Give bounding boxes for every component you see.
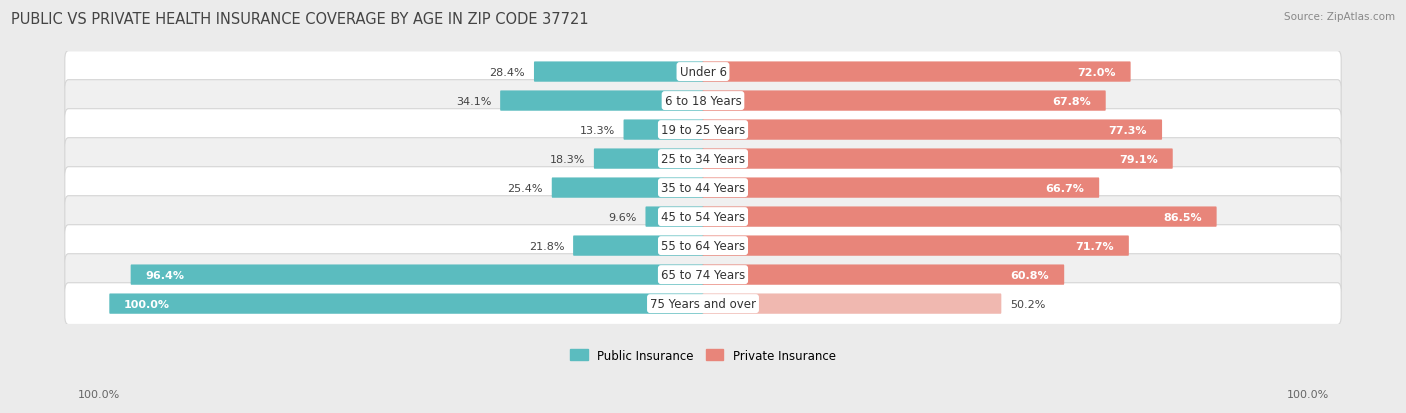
Text: 86.5%: 86.5%	[1163, 212, 1202, 222]
FancyBboxPatch shape	[574, 236, 703, 256]
Text: Under 6: Under 6	[679, 66, 727, 79]
Text: 77.3%: 77.3%	[1109, 125, 1147, 135]
Text: 19 to 25 Years: 19 to 25 Years	[661, 124, 745, 137]
Text: 50.2%: 50.2%	[1011, 299, 1046, 309]
FancyBboxPatch shape	[65, 167, 1341, 209]
Legend: Public Insurance, Private Insurance: Public Insurance, Private Insurance	[571, 349, 835, 362]
Text: 65 to 74 Years: 65 to 74 Years	[661, 268, 745, 281]
FancyBboxPatch shape	[623, 120, 703, 140]
Text: 72.0%: 72.0%	[1077, 67, 1116, 77]
Text: 66.7%: 66.7%	[1046, 183, 1084, 193]
Text: 18.3%: 18.3%	[550, 154, 585, 164]
FancyBboxPatch shape	[65, 196, 1341, 238]
FancyBboxPatch shape	[65, 52, 1341, 93]
FancyBboxPatch shape	[65, 109, 1341, 151]
FancyBboxPatch shape	[65, 81, 1341, 122]
Text: 35 to 44 Years: 35 to 44 Years	[661, 182, 745, 195]
FancyBboxPatch shape	[703, 207, 1216, 227]
FancyBboxPatch shape	[703, 265, 1064, 285]
FancyBboxPatch shape	[551, 178, 703, 198]
Text: 21.8%: 21.8%	[529, 241, 564, 251]
Text: 34.1%: 34.1%	[456, 96, 491, 106]
FancyBboxPatch shape	[593, 149, 703, 169]
Text: Source: ZipAtlas.com: Source: ZipAtlas.com	[1284, 12, 1395, 22]
FancyBboxPatch shape	[65, 225, 1341, 267]
Text: 6 to 18 Years: 6 to 18 Years	[665, 95, 741, 108]
FancyBboxPatch shape	[703, 62, 1130, 83]
FancyBboxPatch shape	[534, 62, 703, 83]
Text: 100.0%: 100.0%	[77, 389, 120, 399]
FancyBboxPatch shape	[65, 283, 1341, 325]
Text: 100.0%: 100.0%	[124, 299, 170, 309]
Text: 45 to 54 Years: 45 to 54 Years	[661, 211, 745, 223]
Text: 67.8%: 67.8%	[1052, 96, 1091, 106]
FancyBboxPatch shape	[703, 178, 1099, 198]
Text: 13.3%: 13.3%	[579, 125, 614, 135]
FancyBboxPatch shape	[501, 91, 703, 112]
Text: 79.1%: 79.1%	[1119, 154, 1159, 164]
Text: 28.4%: 28.4%	[489, 67, 524, 77]
FancyBboxPatch shape	[703, 149, 1173, 169]
Text: PUBLIC VS PRIVATE HEALTH INSURANCE COVERAGE BY AGE IN ZIP CODE 37721: PUBLIC VS PRIVATE HEALTH INSURANCE COVER…	[11, 12, 589, 27]
FancyBboxPatch shape	[110, 294, 703, 314]
FancyBboxPatch shape	[703, 120, 1163, 140]
Text: 71.7%: 71.7%	[1076, 241, 1114, 251]
FancyBboxPatch shape	[703, 91, 1105, 112]
Text: 96.4%: 96.4%	[145, 270, 184, 280]
Text: 100.0%: 100.0%	[1286, 389, 1329, 399]
FancyBboxPatch shape	[65, 254, 1341, 296]
FancyBboxPatch shape	[645, 207, 703, 227]
FancyBboxPatch shape	[131, 265, 703, 285]
Text: 25 to 34 Years: 25 to 34 Years	[661, 153, 745, 166]
Text: 9.6%: 9.6%	[609, 212, 637, 222]
FancyBboxPatch shape	[65, 138, 1341, 180]
FancyBboxPatch shape	[703, 294, 1001, 314]
Text: 75 Years and over: 75 Years and over	[650, 297, 756, 310]
Text: 55 to 64 Years: 55 to 64 Years	[661, 240, 745, 252]
Text: 60.8%: 60.8%	[1011, 270, 1049, 280]
FancyBboxPatch shape	[703, 236, 1129, 256]
Text: 25.4%: 25.4%	[508, 183, 543, 193]
